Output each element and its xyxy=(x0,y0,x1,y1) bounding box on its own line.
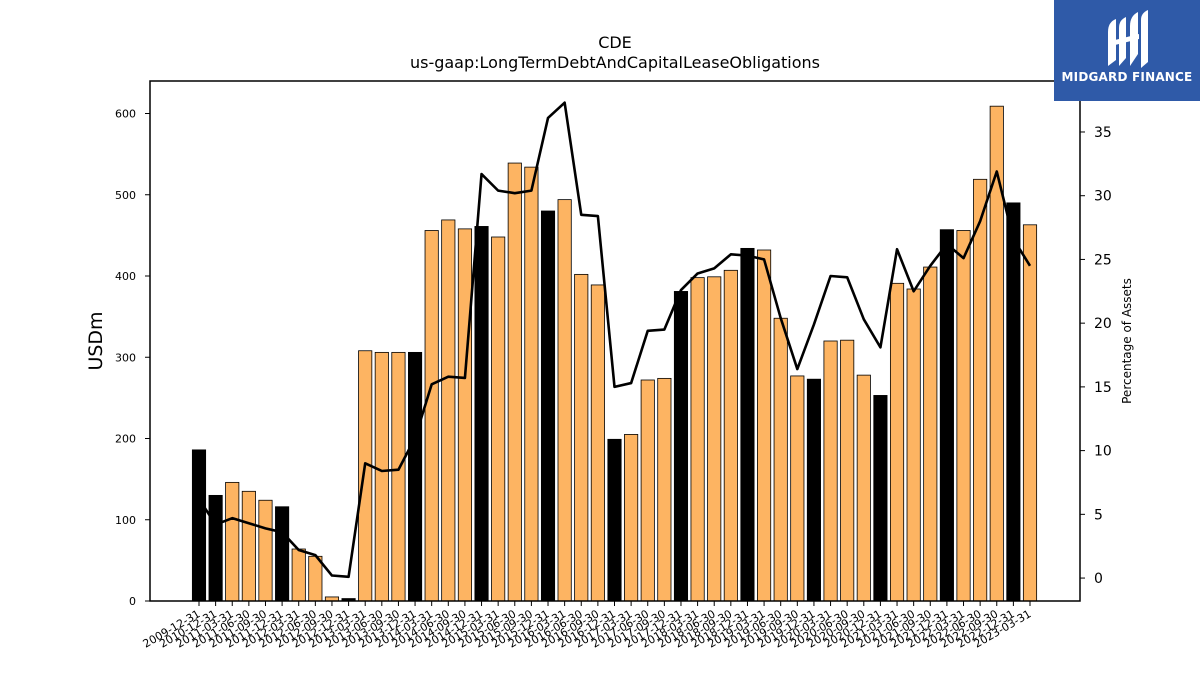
bar-2019-06-30 xyxy=(773,317,788,602)
y-axis-label: USDm xyxy=(85,311,107,370)
bar-2015-06-30 xyxy=(507,162,522,602)
y-tick-label: 500 xyxy=(115,189,136,202)
midgard-logo-icon xyxy=(1108,10,1148,68)
bar-2020-03-31 xyxy=(823,340,838,602)
bar-2014-12-31 xyxy=(474,226,489,602)
bar-2017-03-31 xyxy=(624,434,639,602)
bar-2020-09-30 xyxy=(856,374,871,602)
left-axis-ticks: 0 100 200 300 400 500 600 xyxy=(115,108,150,608)
y2-tick-label: 5 xyxy=(1094,507,1103,523)
bar-2012-03-31 xyxy=(291,548,306,602)
bar-2012-06-30 xyxy=(308,555,323,602)
bar-2016-12-31 xyxy=(607,438,622,602)
bar-2013-06-30 xyxy=(374,351,389,602)
bar-2019-03-31 xyxy=(757,249,772,602)
y2-tick-label: 15 xyxy=(1094,380,1112,396)
line-group xyxy=(197,101,1032,579)
bar-2017-06-30 xyxy=(640,379,655,602)
bar-2015-09-30 xyxy=(524,166,539,602)
y2-tick-label: 30 xyxy=(1094,189,1112,205)
y-tick-label: 600 xyxy=(115,108,136,121)
y2-axis-label: Percentage of Assets xyxy=(1120,278,1134,404)
bar-2015-03-31 xyxy=(491,236,506,602)
bar-2014-03-31 xyxy=(424,230,439,602)
bar-2013-03-31 xyxy=(358,350,373,602)
brand-logo: MIDGARD FINANCE xyxy=(1054,0,1200,101)
bar-2011-09-30 xyxy=(258,499,273,602)
bar-2014-06-30 xyxy=(441,219,456,602)
y2-tick-label: 0 xyxy=(1094,571,1103,587)
y-tick-label: 200 xyxy=(115,433,136,446)
bar-2011-06-30 xyxy=(241,490,256,602)
chart-subtitle: us-gaap:LongTermDebtAndCapitalLeaseOblig… xyxy=(410,53,820,72)
bar-2022-09-30 xyxy=(989,105,1004,602)
y-tick-label: 0 xyxy=(129,595,136,608)
bar-2018-03-31 xyxy=(690,277,705,602)
bar-2009-12-31 xyxy=(191,449,207,602)
bars-group xyxy=(191,105,1038,602)
bar-2013-12-31 xyxy=(408,351,423,602)
brand-name: MIDGARD FINANCE xyxy=(1061,70,1193,84)
bar-2011-12-31 xyxy=(275,506,290,602)
bar-2022-06-30 xyxy=(973,178,988,602)
percentage-line xyxy=(197,101,1032,579)
y2-tick-label: 25 xyxy=(1094,252,1112,268)
bar-2022-03-31 xyxy=(956,230,971,602)
y-tick-label: 300 xyxy=(115,351,136,364)
right-axis-ticks: 0 5 10 15 20 25 30 35 xyxy=(1080,125,1112,587)
y-tick-label: 100 xyxy=(115,514,136,527)
bar-2015-12-31 xyxy=(540,210,556,602)
bar-2018-09-30 xyxy=(723,269,738,602)
bar-2021-03-31 xyxy=(889,282,905,602)
bar-2023-03-31 xyxy=(1022,224,1038,602)
bar-2014-09-30 xyxy=(457,228,472,602)
bar-2018-12-31 xyxy=(740,247,755,602)
bar-2019-09-30 xyxy=(790,375,805,602)
bar-2010-12-31 xyxy=(208,494,223,602)
bar-2016-06-30 xyxy=(574,273,589,602)
bar-2011-03-31 xyxy=(225,481,240,602)
bar-2017-09-30 xyxy=(657,377,672,602)
y2-tick-label: 35 xyxy=(1094,125,1112,141)
bar-2021-12-31 xyxy=(939,229,954,602)
bar-2020-06-30 xyxy=(840,339,855,602)
y2-tick-label: 10 xyxy=(1094,444,1112,460)
bar-2021-09-30 xyxy=(923,266,938,602)
bar-2017-12-31 xyxy=(673,291,689,602)
y2-tick-label: 20 xyxy=(1094,316,1112,332)
x-axis-ticks: 2009-12-312010-12-312011-03-312011-06-30… xyxy=(141,601,1034,651)
bar-2021-06-30 xyxy=(906,288,921,602)
bar-2016-03-31 xyxy=(557,199,572,602)
bar-2018-06-30 xyxy=(707,276,722,602)
bar-2020-12-31 xyxy=(873,395,888,602)
bar-2022-12-31 xyxy=(1006,202,1021,602)
chart-title: CDE xyxy=(598,33,632,52)
y-tick-label: 400 xyxy=(115,270,136,283)
bar-2019-12-31 xyxy=(806,378,821,602)
bar-2016-09-30 xyxy=(590,284,605,602)
bar-2013-09-30 xyxy=(391,351,406,602)
